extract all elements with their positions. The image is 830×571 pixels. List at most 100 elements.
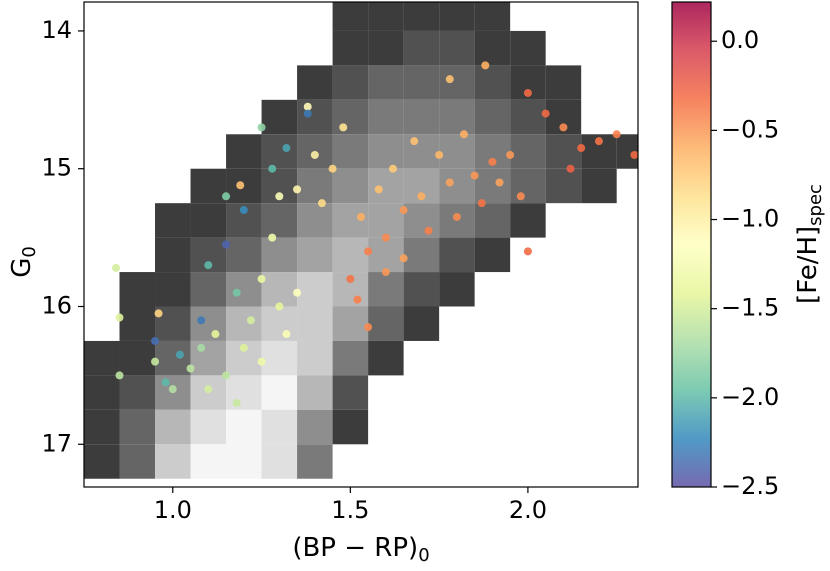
- density-cell: [474, 30, 511, 66]
- star-point: [268, 164, 277, 173]
- star-point: [168, 385, 177, 394]
- density-cell: [119, 409, 156, 445]
- star-point: [222, 371, 231, 380]
- star-point: [481, 61, 490, 70]
- density-cell: [261, 134, 298, 169]
- density-cell: [119, 306, 156, 341]
- density-cell: [119, 375, 156, 410]
- density-cell: [368, 306, 404, 341]
- star-point: [175, 350, 184, 359]
- density-cell: [155, 340, 191, 376]
- star-point: [197, 316, 206, 325]
- star-point: [310, 150, 319, 159]
- y-tick-label: 17: [41, 429, 72, 457]
- star-point: [630, 150, 638, 159]
- density-cell: [332, 134, 369, 169]
- star-point: [459, 130, 468, 139]
- density-cell: [616, 134, 638, 169]
- density-cell: [261, 237, 298, 273]
- star-point: [445, 178, 454, 187]
- y-axis-label-main: G: [7, 258, 37, 278]
- star-point: [293, 185, 302, 194]
- density-cell: [403, 99, 440, 135]
- density-cell: [226, 409, 262, 445]
- density-cell: [368, 30, 404, 66]
- star-point: [204, 261, 213, 270]
- density-cell: [84, 375, 120, 410]
- star-point: [364, 247, 373, 256]
- density-cell: [332, 99, 369, 135]
- star-point: [303, 102, 312, 111]
- star-point: [488, 157, 497, 166]
- star-point: [204, 385, 213, 394]
- x-axis-label-sub: 0: [418, 545, 429, 566]
- density-cell: [510, 30, 546, 66]
- density-cell: [226, 444, 262, 479]
- x-axis-label: (BP − RP)0: [292, 533, 429, 567]
- density-cell: [190, 203, 227, 238]
- density-cell: [474, 168, 511, 204]
- density-cell: [368, 340, 404, 376]
- star-point: [346, 274, 355, 283]
- star-point: [470, 171, 479, 180]
- density-cell: [474, 203, 511, 238]
- density-cell: [226, 306, 262, 341]
- star-point: [275, 302, 284, 311]
- star-point: [612, 130, 621, 139]
- colorbar: [671, 1, 712, 488]
- density-cell: [84, 409, 120, 445]
- star-point: [417, 192, 426, 201]
- density-cell: [403, 237, 440, 273]
- density-cell: [439, 272, 475, 307]
- density-cell: [226, 237, 262, 273]
- density-cell: [226, 375, 262, 410]
- star-point: [506, 150, 515, 159]
- star-point: [268, 233, 277, 242]
- colorbar-label-sub: spec: [805, 184, 826, 226]
- density-cell: [261, 99, 298, 135]
- density-cell: [261, 306, 298, 341]
- density-cell: [403, 2, 440, 31]
- star-point: [388, 164, 397, 173]
- density-cell: [510, 99, 546, 135]
- density-cell: [261, 203, 298, 238]
- density-cell: [403, 203, 440, 238]
- star-point: [257, 357, 266, 366]
- density-cell: [261, 272, 298, 307]
- density-cell: [332, 65, 369, 100]
- density-cell: [297, 409, 333, 445]
- density-cell: [155, 203, 191, 238]
- star-point: [594, 137, 603, 146]
- density-cell: [332, 340, 369, 376]
- density-cell: [226, 134, 262, 169]
- density-cell: [403, 30, 440, 66]
- density-cell: [297, 340, 333, 376]
- density-cell: [510, 134, 546, 169]
- density-cell: [332, 237, 369, 273]
- x-axis-label-main: (BP − RP): [292, 533, 418, 563]
- density-cell: [368, 134, 404, 169]
- density-cell: [439, 168, 475, 204]
- star-point: [452, 212, 461, 221]
- density-cell: [510, 203, 546, 238]
- density-cell: [190, 306, 227, 341]
- star-point: [559, 123, 568, 132]
- star-point: [222, 240, 231, 249]
- density-cell: [439, 65, 475, 100]
- star-point: [161, 378, 170, 387]
- colorbar-tick-label: −2.0: [721, 383, 779, 411]
- star-point: [197, 343, 206, 352]
- density-cell: [297, 99, 333, 135]
- density-cell: [332, 30, 369, 66]
- density-cell: [155, 409, 191, 445]
- density-cell: [368, 99, 404, 135]
- density-cell: [474, 237, 511, 273]
- density-cell: [403, 306, 440, 341]
- density-cell: [332, 2, 369, 31]
- density-cell: [190, 272, 227, 307]
- star-point: [186, 364, 195, 373]
- density-cell: [297, 168, 333, 204]
- density-cell: [119, 444, 156, 479]
- density-cell: [332, 168, 369, 204]
- density-cell: [261, 340, 298, 376]
